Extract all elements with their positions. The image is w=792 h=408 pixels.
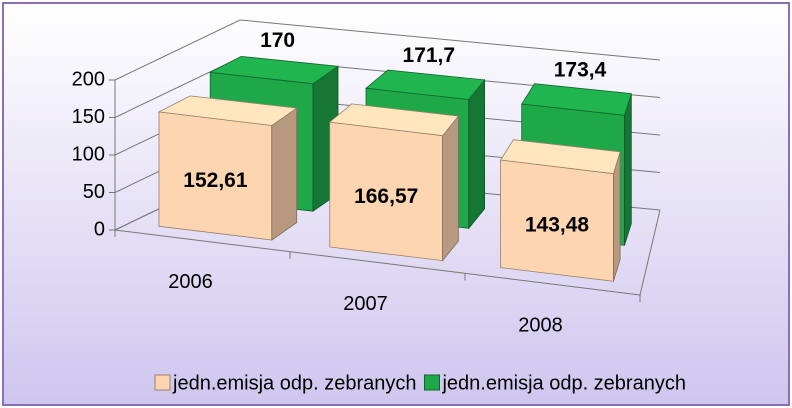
data-label: 171,7 [403,44,456,67]
bar-side [442,114,459,262]
bar-top [157,95,298,126]
y-tick-label: 0 [94,218,105,240]
x-tick-label: 2006 [168,271,213,293]
data-label: 166,57 [354,185,418,208]
legend-label: jedn.emisja odp. zebranych [441,372,685,394]
bar [157,95,298,241]
bar-top [499,139,621,175]
bar-top [521,83,632,116]
x-tick-label: 2008 [518,314,563,336]
y-tick-label: 150 [72,106,105,128]
bar-top [328,103,460,137]
bar [499,139,621,282]
x-tick-label: 2007 [343,293,388,315]
data-label: 170 [260,29,295,52]
legend-swatch [423,374,440,391]
data-label: 143,48 [525,214,590,237]
data-label: 173,4 [554,59,607,82]
bar-side [271,107,298,241]
data-label: 152,61 [183,169,248,192]
bar-top [365,69,486,100]
legend-swatch [154,374,171,391]
bar-side [624,93,632,246]
grid-line [114,19,661,81]
y-tick-label: 100 [72,143,105,165]
y-tick-label: 200 [72,68,105,90]
bar [328,103,460,262]
bar-top [208,55,340,85]
bar-side [468,78,486,230]
legend-label: jedn.emisja odp. zebranych [172,372,416,394]
y-tick-label: 50 [83,181,105,203]
